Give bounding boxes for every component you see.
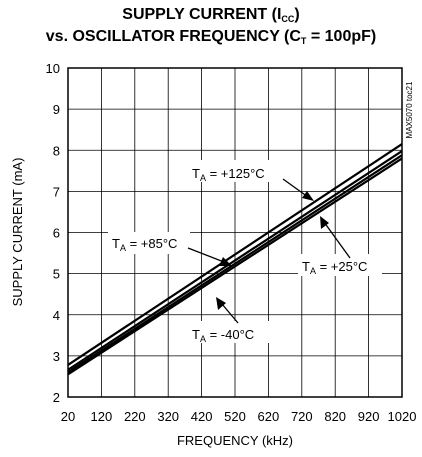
x-tick-label: 1020 xyxy=(388,409,417,424)
y-tick-label: 10 xyxy=(46,61,60,76)
y-tick-label: 4 xyxy=(53,308,60,323)
x-tick-labels: 20 120 220 320 420 520 620 720 820 920 1020 xyxy=(61,409,417,424)
series-line-3 xyxy=(67,157,403,376)
x-tick-label: 220 xyxy=(124,409,146,424)
x-tick-label: 620 xyxy=(258,409,280,424)
y-tick-label: 9 xyxy=(53,102,60,117)
series-line-0 xyxy=(67,143,403,366)
annotation-line-85 xyxy=(187,247,225,263)
x-tick-label: 920 xyxy=(358,409,380,424)
annotation-bg-125 xyxy=(186,160,286,182)
y-axis-label: SUPPLY CURRENT (mA) xyxy=(10,158,25,307)
series-lines xyxy=(67,143,403,376)
plot-frame xyxy=(67,67,403,398)
annotation-arrow-125 xyxy=(302,191,314,201)
title-line-2: vs. OSCILLATOR FREQUENCY (CT = 100pF) xyxy=(46,28,376,46)
annotation-arrow-85 xyxy=(219,257,232,266)
x-tick-label: 820 xyxy=(324,409,346,424)
annotation-40: TA = -40°C xyxy=(192,327,254,344)
annotation-line-125 xyxy=(282,178,309,198)
x-tick-label: 20 xyxy=(61,409,75,424)
x-tick-label: 320 xyxy=(157,409,179,424)
annotation-arrow-25 xyxy=(320,216,329,229)
x-tick-label: 420 xyxy=(191,409,213,424)
annotation-bg-25 xyxy=(298,254,382,276)
annotation-bg-85 xyxy=(108,232,190,254)
y-tick-label: 5 xyxy=(53,267,60,282)
y-tick-labels: 2 3 4 5 6 7 8 9 10 xyxy=(46,61,60,405)
title-line-1: SUPPLY CURRENT (ICC) xyxy=(122,6,299,24)
annotations: TA = +125°C TA = +85°C TA = +25°C TA = -… xyxy=(108,160,382,344)
x-tick-label: 520 xyxy=(224,409,246,424)
side-code-label: MAX5070 toc21 xyxy=(405,81,414,138)
y-tick-label: 6 xyxy=(53,226,60,241)
x-tick-label: 720 xyxy=(291,409,313,424)
annotation-bg-40 xyxy=(186,321,278,343)
series-line-1 xyxy=(67,150,403,371)
y-tick-label: 3 xyxy=(53,349,60,364)
y-tick-label: 7 xyxy=(53,184,60,199)
annotation-line-25 xyxy=(323,221,351,259)
annotation-125: TA = +125°C xyxy=(192,166,265,183)
annotation-85: TA = +85°C xyxy=(112,236,177,253)
annotation-arrow-40 xyxy=(216,297,226,310)
series-line-2 xyxy=(67,154,403,374)
y-tick-label: 2 xyxy=(53,390,60,405)
chart-title: SUPPLY CURRENT (ICC) vs. OSCILLATOR FREQ… xyxy=(46,6,376,46)
annotation-line-40 xyxy=(221,303,239,324)
x-tick-label: 120 xyxy=(91,409,113,424)
x-axis-label: FREQUENCY (kHz) xyxy=(177,433,293,448)
annotation-25: TA = +25°C xyxy=(302,259,367,276)
y-tick-label: 8 xyxy=(53,143,60,158)
